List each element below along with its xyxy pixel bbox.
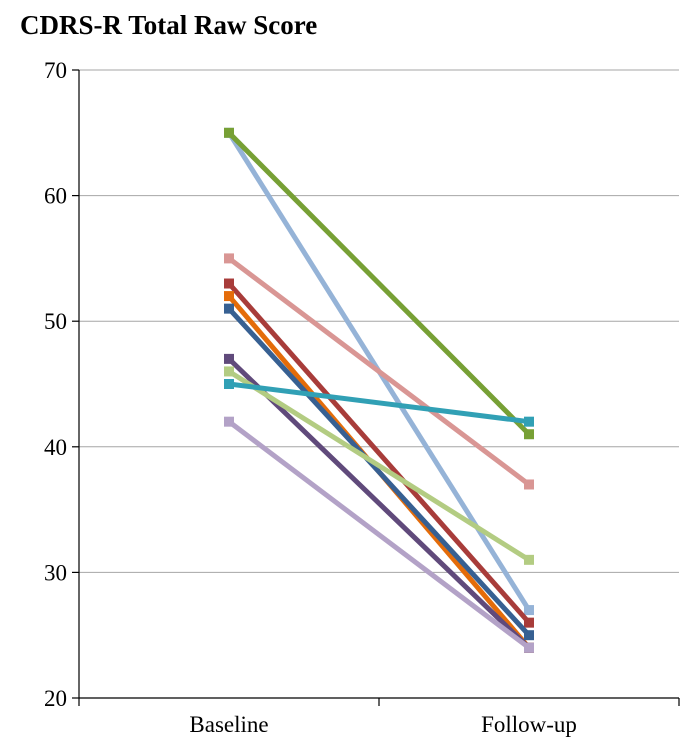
data-point xyxy=(224,303,234,314)
series-6 xyxy=(224,303,534,641)
data-point xyxy=(224,366,234,377)
data-point xyxy=(224,379,234,389)
y-tick-label: 30 xyxy=(44,560,67,585)
series-3 xyxy=(224,253,534,490)
data-point xyxy=(224,353,234,364)
series-line xyxy=(227,281,531,625)
x-axis: Baseline Follow-up xyxy=(78,697,680,737)
data-point xyxy=(524,617,534,628)
data-point xyxy=(524,416,534,427)
series-line xyxy=(227,419,531,650)
y-axis: 20 30 40 50 60 70 xyxy=(44,58,80,711)
series-4 xyxy=(224,278,534,628)
y-tick-label: 60 xyxy=(44,184,67,209)
data-point xyxy=(224,416,234,427)
series-line xyxy=(228,381,530,425)
data-point xyxy=(524,605,534,616)
data-point xyxy=(524,554,534,565)
y-tick-label: 50 xyxy=(44,309,67,334)
series-line xyxy=(227,306,531,637)
y-tick-label: 70 xyxy=(44,58,67,83)
data-point xyxy=(224,127,234,138)
series-8 xyxy=(224,366,534,565)
series-9 xyxy=(224,379,534,427)
series-2 xyxy=(224,127,534,440)
x-tick-label: Baseline xyxy=(189,712,268,737)
series-line xyxy=(227,256,531,487)
data-point xyxy=(524,642,534,653)
series-line xyxy=(227,357,531,650)
series-line xyxy=(227,131,531,437)
data-point xyxy=(224,253,234,264)
data-point xyxy=(524,429,534,440)
series-lines xyxy=(224,127,534,653)
gridlines xyxy=(79,69,679,573)
y-tick-label: 40 xyxy=(44,435,67,460)
chart-title: CDRS-R Total Raw Score xyxy=(20,10,318,40)
data-point xyxy=(224,278,234,289)
y-tick-label: 20 xyxy=(44,686,67,711)
series-10 xyxy=(224,416,534,653)
x-tick-label: Follow-up xyxy=(481,712,577,737)
data-point xyxy=(224,291,234,302)
data-point xyxy=(524,479,534,490)
series-line xyxy=(227,369,531,562)
data-point xyxy=(524,630,534,641)
